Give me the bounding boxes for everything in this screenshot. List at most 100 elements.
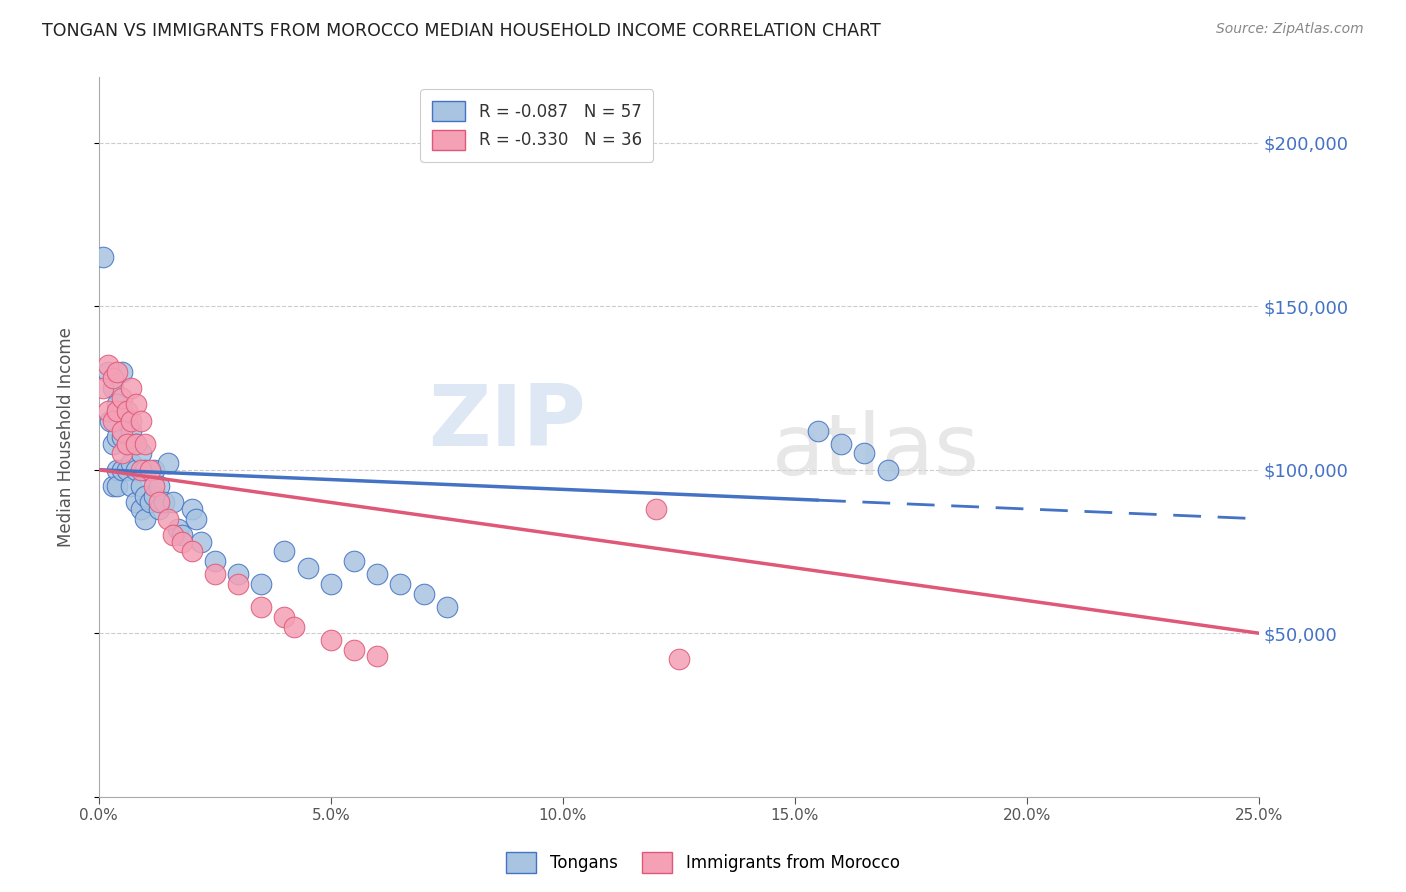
Text: ZIP: ZIP: [429, 381, 586, 464]
Point: [343, 642, 366, 657]
Point: [115, 436, 138, 450]
Point: [297, 561, 319, 575]
Point: [226, 567, 249, 582]
Point: [115, 463, 138, 477]
Point: [101, 371, 124, 385]
Point: [111, 424, 134, 438]
Point: [120, 381, 142, 395]
Point: [204, 567, 226, 582]
Point: [143, 479, 166, 493]
Point: [148, 479, 170, 493]
Point: [389, 577, 412, 591]
Point: [283, 620, 305, 634]
Point: [412, 587, 434, 601]
Point: [111, 365, 134, 379]
Point: [101, 381, 124, 395]
Y-axis label: Median Household Income: Median Household Income: [58, 327, 75, 547]
Point: [93, 250, 115, 264]
Legend: Tongans, Immigrants from Morocco: Tongans, Immigrants from Morocco: [499, 846, 907, 880]
Legend: R = -0.087   N = 57, R = -0.330   N = 36: R = -0.087 N = 57, R = -0.330 N = 36: [420, 89, 654, 161]
Point: [139, 463, 162, 477]
Point: [668, 652, 690, 666]
Point: [125, 463, 148, 477]
Point: [180, 502, 202, 516]
Point: [105, 430, 128, 444]
Point: [105, 479, 128, 493]
Point: [190, 534, 212, 549]
Text: TONGAN VS IMMIGRANTS FROM MOROCCO MEDIAN HOUSEHOLD INCOME CORRELATION CHART: TONGAN VS IMMIGRANTS FROM MOROCCO MEDIAN…: [42, 22, 882, 40]
Point: [120, 414, 142, 428]
Point: [100, 414, 122, 428]
Point: [436, 600, 458, 615]
Point: [97, 404, 120, 418]
Point: [319, 577, 342, 591]
Point: [129, 446, 152, 460]
Point: [120, 424, 142, 438]
Point: [134, 489, 156, 503]
Point: [148, 502, 170, 516]
Point: [139, 495, 162, 509]
Point: [807, 424, 830, 438]
Point: [204, 554, 226, 568]
Point: [226, 577, 249, 591]
Point: [97, 365, 120, 379]
Point: [101, 414, 124, 428]
Point: [115, 436, 138, 450]
Point: [250, 600, 273, 615]
Point: [143, 463, 166, 477]
Point: [125, 436, 148, 450]
Point: [125, 495, 148, 509]
Point: [172, 534, 194, 549]
Point: [134, 436, 156, 450]
Point: [125, 397, 148, 411]
Point: [830, 436, 852, 450]
Point: [172, 528, 194, 542]
Point: [134, 463, 156, 477]
Point: [129, 502, 152, 516]
Point: [273, 544, 295, 558]
Point: [157, 456, 180, 470]
Point: [105, 365, 128, 379]
Point: [157, 512, 180, 526]
Point: [111, 404, 134, 418]
Point: [250, 577, 273, 591]
Point: [101, 436, 124, 450]
Text: Source: ZipAtlas.com: Source: ZipAtlas.com: [1216, 22, 1364, 37]
Point: [853, 446, 876, 460]
Point: [111, 463, 134, 477]
Point: [93, 381, 115, 395]
Point: [366, 567, 388, 582]
Point: [366, 649, 388, 664]
Point: [120, 456, 142, 470]
Point: [115, 414, 138, 428]
Point: [876, 463, 898, 477]
Point: [162, 495, 184, 509]
Point: [129, 414, 152, 428]
Point: [111, 430, 134, 444]
Point: [186, 512, 208, 526]
Point: [105, 463, 128, 477]
Point: [134, 512, 156, 526]
Point: [166, 522, 188, 536]
Point: [125, 436, 148, 450]
Text: atlas: atlas: [772, 410, 980, 493]
Point: [129, 463, 152, 477]
Point: [105, 397, 128, 411]
Point: [273, 610, 295, 624]
Point: [129, 479, 152, 493]
Point: [343, 554, 366, 568]
Point: [101, 479, 124, 493]
Point: [148, 495, 170, 509]
Point: [111, 391, 134, 405]
Point: [143, 489, 166, 503]
Point: [180, 544, 202, 558]
Point: [97, 358, 120, 372]
Point: [644, 502, 666, 516]
Point: [105, 404, 128, 418]
Point: [115, 404, 138, 418]
Point: [111, 446, 134, 460]
Point: [319, 632, 342, 647]
Point: [152, 495, 174, 509]
Point: [162, 528, 184, 542]
Point: [120, 479, 142, 493]
